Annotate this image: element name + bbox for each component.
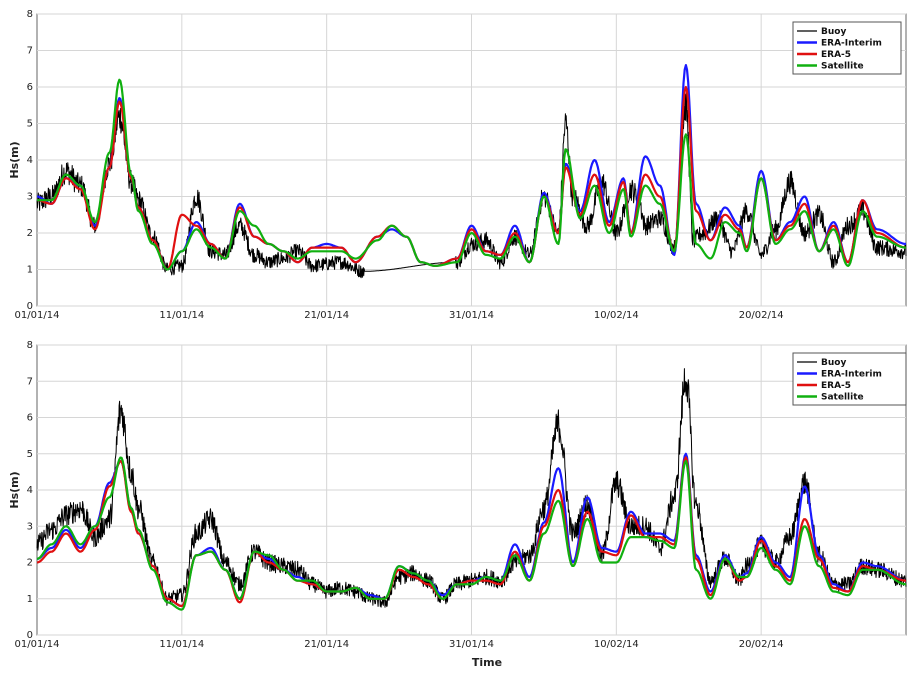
legend-label: ERA-Interim bbox=[821, 370, 882, 380]
x-tick-label: 11/01/14 bbox=[159, 310, 204, 321]
y-tick-label: 1 bbox=[27, 265, 33, 276]
y-tick-label: 4 bbox=[27, 155, 33, 166]
y-tick-label: 0 bbox=[27, 301, 33, 312]
x-tick-label: 31/01/14 bbox=[449, 639, 494, 650]
legend-label: Satellite bbox=[821, 62, 864, 72]
series-line-satellite bbox=[37, 78, 906, 271]
y-tick-label: 3 bbox=[27, 192, 33, 203]
y-ticks: 0 1 2 3 4 5 6 7 8 bbox=[27, 9, 33, 312]
y-tick-label: 7 bbox=[27, 46, 33, 57]
x-tick-label: 21/01/14 bbox=[304, 310, 349, 321]
y-tick-label: 7 bbox=[27, 376, 33, 387]
y-axis-label: Hs(m) bbox=[8, 471, 21, 508]
series-line-era-5 bbox=[36, 456, 906, 608]
bottom-panel: 0 1 2 3 4 5 6 7 8 01/01/14 11/01/14 21/01/14 31/01/… bbox=[8, 340, 907, 669]
y-tick-label: 8 bbox=[27, 9, 33, 20]
y-tick-label: 6 bbox=[27, 413, 33, 424]
legend-label: Buoy bbox=[821, 358, 846, 368]
x-ticks: 01/01/14 11/01/14 21/01/14 31/01/14 10/02/14… bbox=[15, 310, 784, 321]
y-tick-label: 2 bbox=[27, 558, 33, 569]
y-tick-label: 5 bbox=[27, 119, 33, 130]
y-tick-label: 4 bbox=[27, 485, 33, 496]
y-tick-label: 2 bbox=[27, 228, 33, 239]
series-lines bbox=[36, 368, 907, 611]
y-ticks: 0 1 2 3 4 5 6 7 8 bbox=[27, 340, 33, 641]
y-axis-label: Hs(m) bbox=[8, 141, 21, 178]
legend-label: ERA-5 bbox=[821, 50, 851, 60]
y-tick-label: 3 bbox=[27, 521, 33, 532]
x-axis-label: Time bbox=[472, 656, 502, 669]
series-lines bbox=[36, 63, 907, 279]
x-tick-label: 10/02/14 bbox=[594, 639, 639, 650]
x-tick-label: 11/01/14 bbox=[159, 639, 204, 650]
x-tick-label: 20/02/14 bbox=[739, 310, 784, 321]
x-tick-label: 31/01/14 bbox=[449, 310, 494, 321]
legend-label: ERA-Interim bbox=[821, 39, 882, 49]
x-ticks: 01/01/14 11/01/14 21/01/14 31/01/14 10/02/14… bbox=[15, 639, 784, 650]
y-tick-label: 1 bbox=[27, 594, 33, 605]
x-tick-label: 01/01/14 bbox=[15, 639, 60, 650]
x-tick-label: 01/01/14 bbox=[15, 310, 60, 321]
y-tick-label: 6 bbox=[27, 82, 33, 93]
y-tick-label: 8 bbox=[27, 340, 33, 351]
legend-label: Satellite bbox=[821, 393, 864, 403]
legend-label: ERA-5 bbox=[821, 381, 851, 391]
y-tick-label: 5 bbox=[27, 449, 33, 460]
top-panel: 0 1 2 3 4 5 6 7 8 01/01/14 11/01/14 21/01/14 31/01/… bbox=[8, 9, 907, 321]
series-line-buoy bbox=[36, 92, 907, 279]
x-tick-label: 20/02/14 bbox=[739, 639, 784, 650]
legend-label: Buoy bbox=[821, 27, 846, 37]
x-tick-label: 21/01/14 bbox=[304, 639, 349, 650]
x-tick-label: 10/02/14 bbox=[594, 310, 639, 321]
series-line-satellite bbox=[36, 456, 907, 611]
y-tick-label: 0 bbox=[27, 630, 33, 641]
